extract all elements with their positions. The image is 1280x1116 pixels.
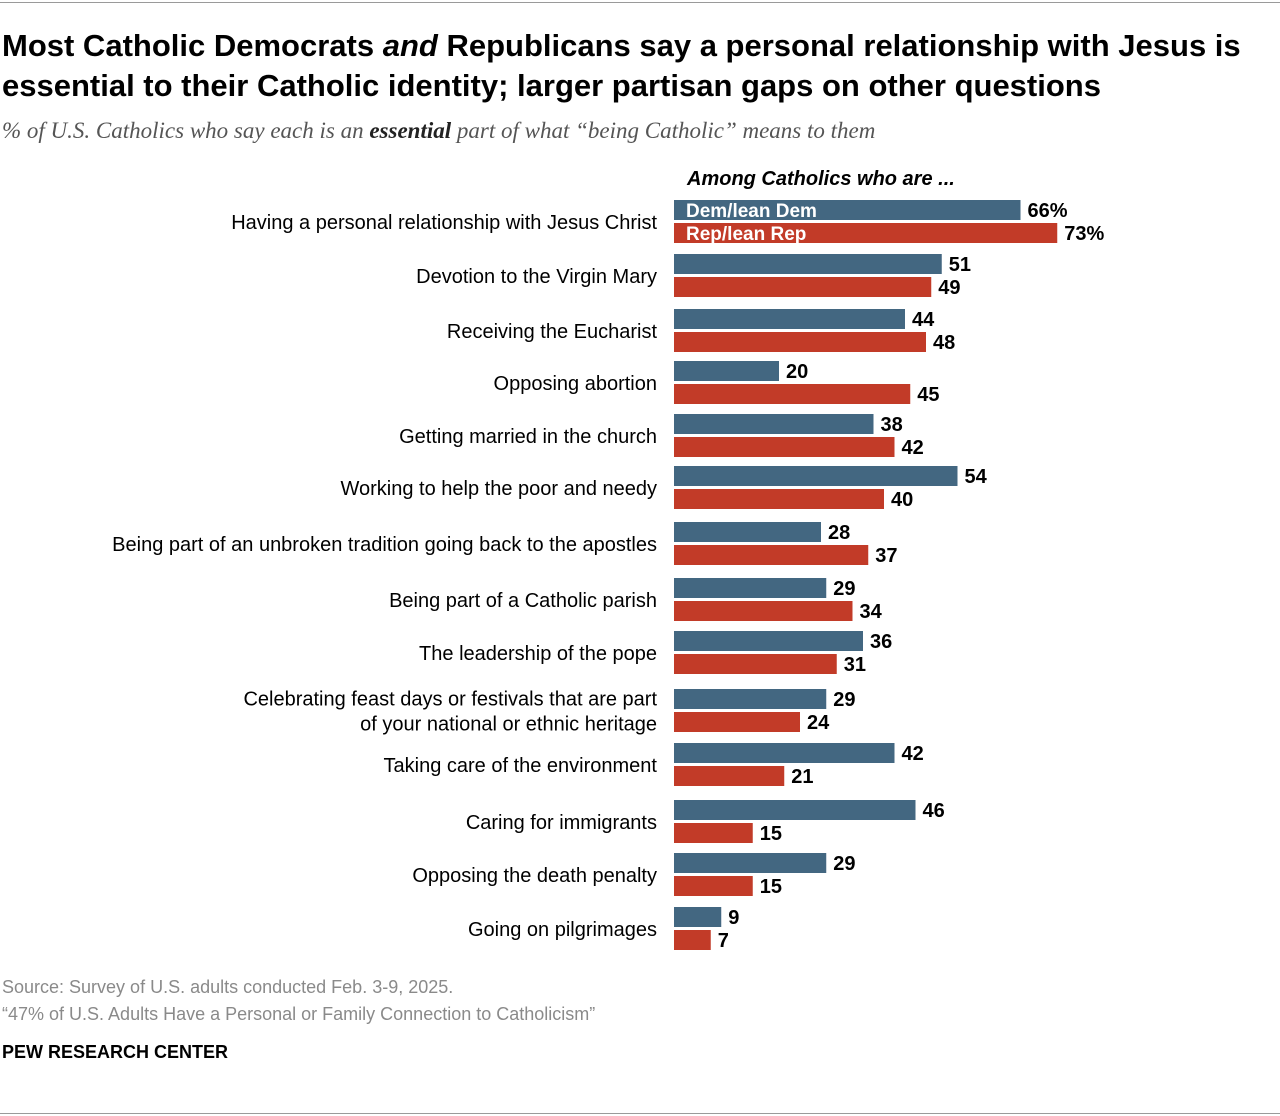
rep-bar-1	[674, 223, 1058, 243]
rep-bar-3	[674, 332, 926, 352]
legend-dem: Dem/lean Dem	[686, 201, 817, 222]
rep-bar-14	[674, 930, 711, 950]
dem-bar-14	[674, 907, 722, 927]
dem-bar-12	[674, 800, 916, 820]
title-part-1: Most Catholic Democrats	[2, 28, 383, 63]
dem-value-label-12: 46	[923, 800, 945, 822]
rep-bar-7	[674, 545, 869, 565]
chart-subtitle: % of U.S. Catholics who say each is an e…	[2, 118, 1272, 144]
dem-value-label-13: 29	[833, 853, 855, 875]
dem-value-label-1: 66%	[1028, 200, 1068, 222]
dem-value-label-6: 54	[965, 466, 988, 488]
dem-bar-5	[674, 414, 874, 434]
category-label-2: Devotion to the Virgin Mary	[416, 266, 657, 288]
dem-value-label-7: 28	[828, 522, 850, 544]
rep-value-label-13: 15	[760, 876, 782, 898]
legend-rep: Rep/lean Rep	[686, 224, 806, 245]
rep-value-label-12: 15	[760, 823, 782, 845]
category-label-7: Being part of an unbroken tradition goin…	[112, 534, 657, 556]
dem-bar-4	[674, 361, 779, 381]
rep-bar-4	[674, 384, 911, 404]
rep-bar-9	[674, 654, 837, 674]
subtitle-part-2: part of what “being Catholic” means to t…	[451, 118, 876, 143]
subtitle-part-1: % of U.S. Catholics who say each is an	[2, 118, 370, 143]
dem-value-label-14: 9	[728, 907, 739, 929]
rep-bar-5	[674, 437, 895, 457]
dem-value-label-5: 38	[881, 414, 903, 436]
rep-value-label-7: 37	[875, 545, 897, 567]
rep-bar-8	[674, 601, 853, 621]
subtitle-bold: essential	[369, 118, 452, 143]
brand-name: PEW RESEARCH CENTER	[2, 1042, 229, 1062]
category-label-10-line-1: Celebrating feast days or festivals that…	[243, 689, 657, 711]
rep-value-label-9: 31	[844, 654, 866, 676]
title-part-2: Republicans say a personal relationship …	[2, 28, 1241, 103]
bottom-rule	[0, 1113, 1280, 1114]
title-emphasis: and	[382, 28, 438, 63]
bar-chart: Among Catholics who are ... Having a pers…	[112, 168, 1104, 952]
rep-bar-13	[674, 876, 753, 896]
dem-value-label-8: 29	[833, 578, 855, 600]
group-heading: Among Catholics who are ...	[686, 168, 955, 190]
category-label-14: Going on pilgrimages	[468, 919, 657, 941]
dem-value-label-4: 20	[786, 361, 808, 383]
category-label-13: Opposing the death penalty	[412, 865, 657, 887]
rep-bar-12	[674, 823, 753, 843]
source-note: Source: Survey of U.S. adults conducted …	[2, 977, 454, 997]
category-label-6: Working to help the poor and needy	[340, 478, 657, 500]
dem-bar-6	[674, 466, 958, 486]
top-rule	[0, 2, 1280, 3]
rep-bar-11	[674, 766, 785, 786]
rep-bar-10	[674, 712, 800, 732]
dem-bar-13	[674, 853, 827, 873]
category-label-1: Having a personal relationship with Jesu…	[231, 212, 657, 234]
rep-value-label-4: 45	[917, 384, 939, 406]
dem-value-label-10: 29	[833, 689, 855, 711]
category-label-11: Taking care of the environment	[384, 755, 658, 777]
dem-bar-1	[674, 200, 1021, 220]
dem-bar-10	[674, 689, 827, 709]
rep-bar-6	[674, 489, 884, 509]
dem-bar-8	[674, 578, 827, 598]
rep-value-label-3: 48	[933, 332, 955, 354]
dem-bar-11	[674, 743, 895, 763]
category-label-12: Caring for immigrants	[466, 812, 657, 834]
rep-value-label-2: 49	[938, 277, 960, 299]
rep-value-label-11: 21	[791, 766, 813, 788]
category-label-8: Being part of a Catholic parish	[389, 590, 657, 612]
dem-value-label-9: 36	[870, 631, 892, 653]
category-label-5: Getting married in the church	[399, 426, 657, 448]
category-label-3: Receiving the Eucharist	[447, 321, 658, 343]
report-title: “47% of U.S. Adults Have a Personal or F…	[2, 1004, 596, 1024]
rep-value-label-6: 40	[891, 489, 913, 511]
rep-value-label-1: 73%	[1064, 223, 1104, 245]
dem-bar-3	[674, 309, 905, 329]
dem-value-label-11: 42	[902, 743, 924, 765]
chart-title: Most Catholic Democrats and Republicans …	[2, 26, 1272, 106]
dem-value-label-3: 44	[912, 309, 935, 331]
category-label-10-line-2: of your national or ethnic heritage	[360, 714, 657, 736]
category-label-9: The leadership of the pope	[419, 643, 657, 665]
rep-value-label-14: 7	[718, 930, 729, 952]
rep-value-label-10: 24	[807, 712, 830, 734]
dem-bar-2	[674, 254, 942, 274]
rep-value-label-5: 42	[902, 437, 924, 459]
category-label-4: Opposing abortion	[494, 373, 657, 395]
rep-bar-2	[674, 277, 932, 297]
dem-bar-7	[674, 522, 821, 542]
dem-value-label-2: 51	[949, 254, 971, 276]
rep-value-label-8: 34	[860, 601, 883, 623]
dem-bar-9	[674, 631, 863, 651]
